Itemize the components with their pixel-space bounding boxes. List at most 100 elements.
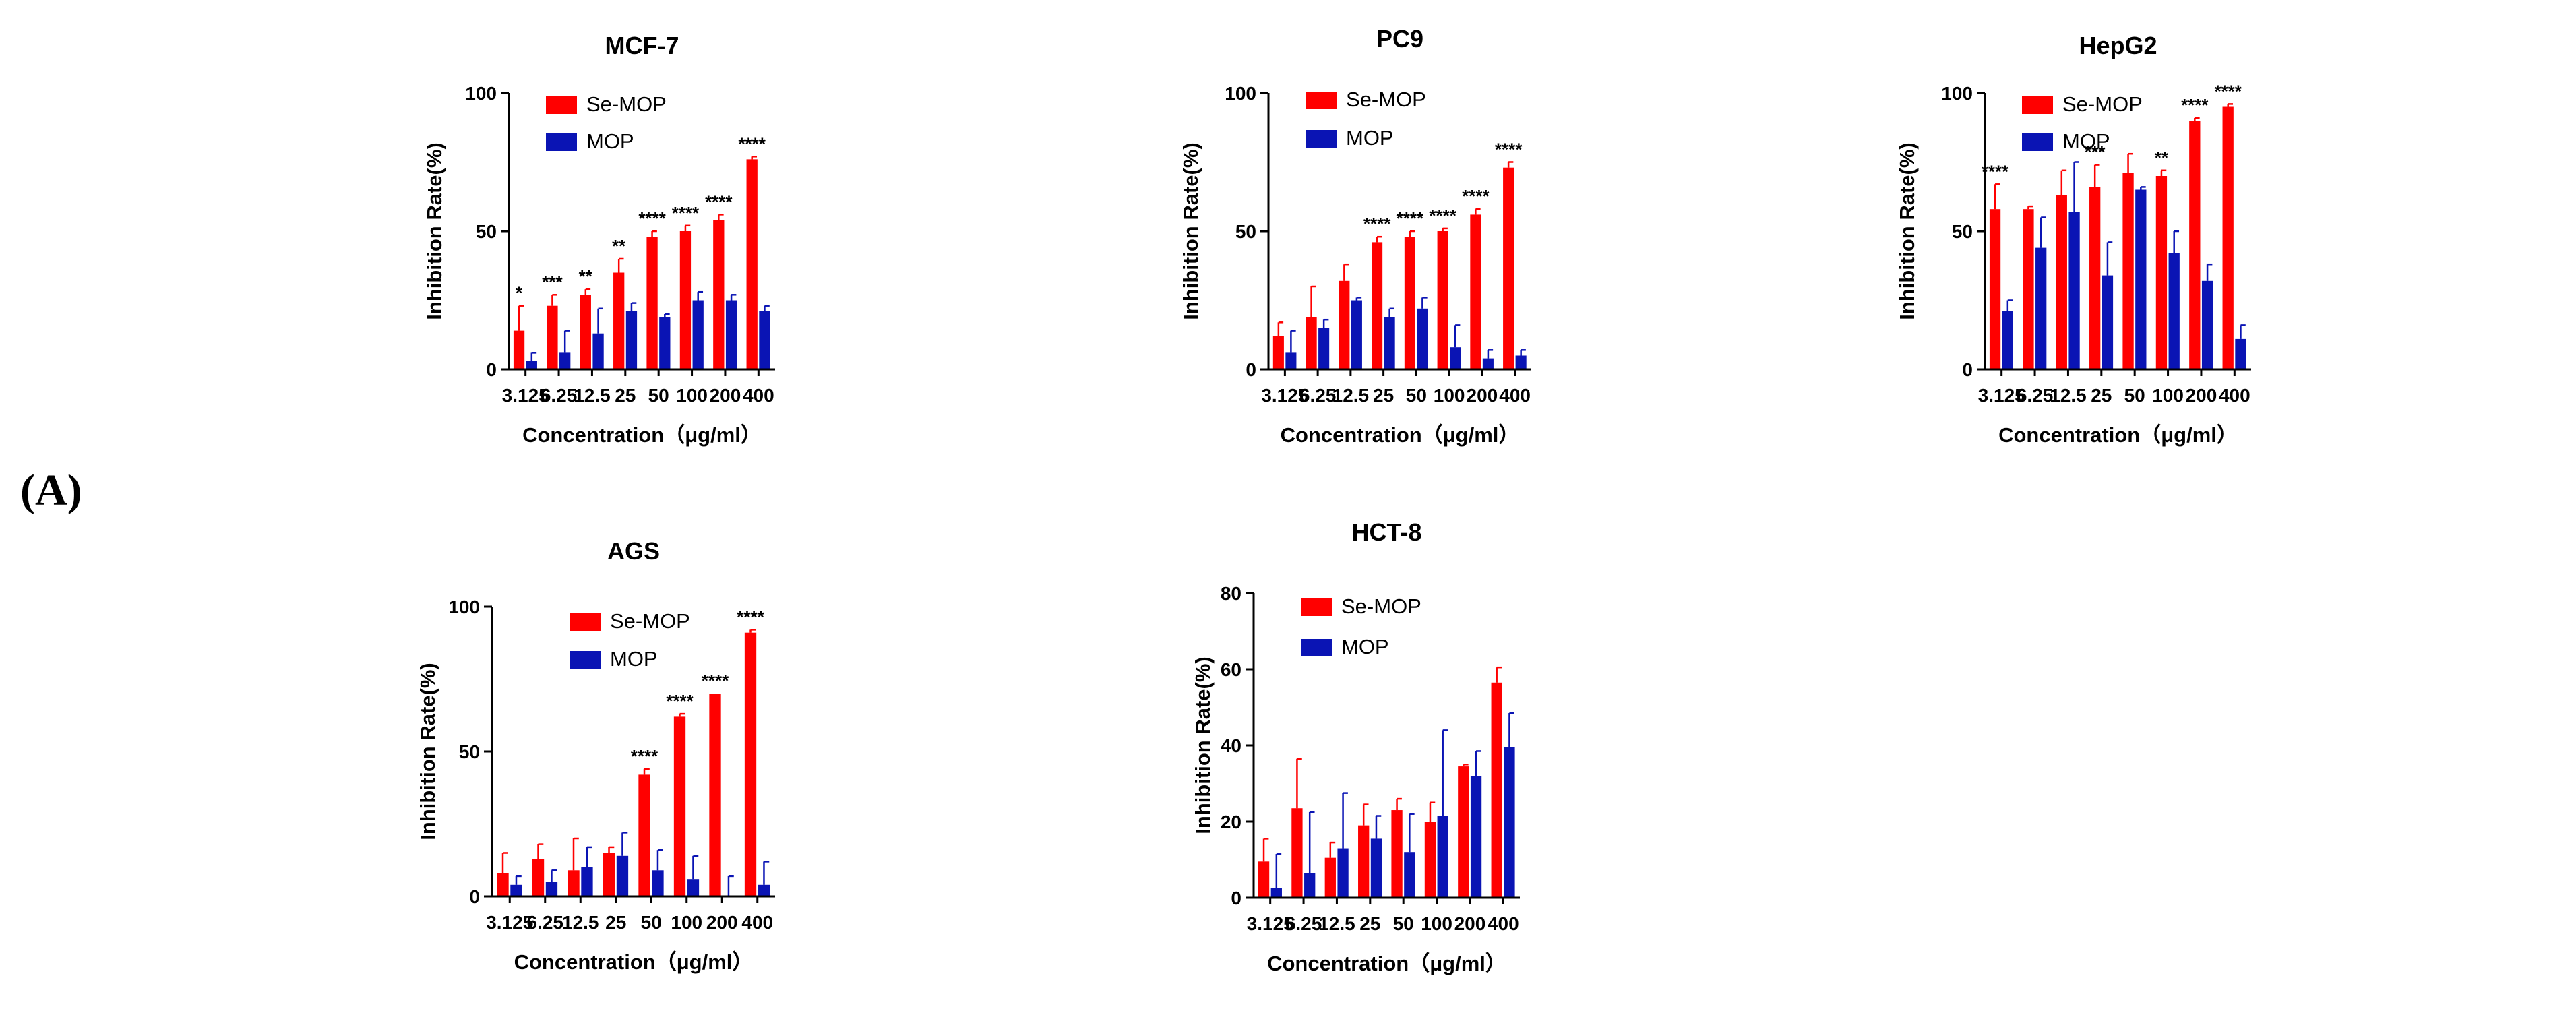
significance-marker: *** — [542, 272, 563, 292]
bar-se-mop — [1989, 209, 2001, 369]
significance-marker: **** — [2214, 81, 2242, 101]
x-tick-label: 100 — [676, 385, 708, 406]
x-tick-label: 50 — [648, 385, 669, 406]
chart-title: HepG2 — [2079, 32, 2157, 59]
x-tick-label: 50 — [1406, 385, 1427, 406]
significance-marker: **** — [672, 203, 700, 223]
significance-marker: **** — [1363, 214, 1391, 234]
legend-label-se-mop: Se-MOP — [1346, 88, 1426, 111]
bar-se-mop — [673, 716, 686, 896]
y-tick-label: 0 — [1246, 359, 1256, 380]
y-axis-title: Inhibition Rate(%) — [1179, 142, 1202, 319]
chart-pc9: PC9 Inhibition Rate(%) Concentration（μg/ml… — [1179, 25, 1531, 447]
bar-se-mop — [1458, 766, 1469, 898]
bar-se-mop — [2222, 106, 2234, 369]
bar-se-mop — [1291, 808, 1303, 898]
x-axis-title: Concentration（μg/ml） — [1267, 952, 1506, 975]
bar-mop — [1351, 300, 1362, 369]
y-tick-label: 20 — [1221, 811, 1241, 832]
bar-se-mop — [713, 220, 725, 369]
legend-label-mop: MOP — [2062, 129, 2110, 153]
bar-se-mop — [532, 859, 545, 896]
bar-se-mop — [1358, 825, 1370, 898]
significance-marker: **** — [737, 607, 764, 627]
bar-mop — [1417, 308, 1428, 369]
x-tick-label: 100 — [2152, 385, 2184, 406]
y-tick-label: 60 — [1221, 659, 1241, 680]
bar-se-mop — [679, 231, 692, 369]
x-tick-label: 6.25 — [1299, 385, 1337, 406]
significance-marker: **** — [1397, 208, 1424, 228]
bar-se-mop — [1372, 242, 1383, 369]
y-tick-label: 0 — [486, 359, 497, 380]
bar-mop — [592, 333, 604, 369]
bar-mop — [1285, 352, 1297, 369]
x-tick-label: 400 — [743, 385, 774, 406]
x-tick-label: 50 — [641, 912, 662, 933]
bar-se-mop — [1306, 317, 1317, 369]
bar-se-mop — [2122, 173, 2134, 369]
bar-mop — [1482, 358, 1494, 369]
bar-mop — [652, 870, 664, 896]
x-tick-label: 12.5 — [574, 385, 611, 406]
bar-mop — [559, 352, 571, 369]
bar-se-mop — [568, 870, 580, 896]
bar-mop — [1318, 328, 1330, 369]
bar-mop — [2068, 212, 2080, 369]
x-axis-title: Concentration（μg/ml） — [1998, 423, 2238, 447]
significance-marker: * — [516, 283, 523, 303]
x-tick-label: 25 — [605, 912, 626, 933]
bar-se-mop — [497, 873, 509, 896]
bar-mop — [1470, 776, 1482, 898]
bar-se-mop — [603, 853, 615, 896]
legend-label-mop: MOP — [610, 647, 658, 671]
x-tick-label: 3.125 — [486, 912, 533, 933]
x-tick-label: 3.125 — [1978, 385, 2025, 406]
bar-mop — [526, 361, 537, 369]
bar-mop — [1450, 347, 1461, 369]
significance-marker: ** — [579, 266, 593, 286]
significance-marker: **** — [1982, 161, 2009, 181]
bar-mop — [1384, 317, 1395, 369]
x-tick-label: 12.5 — [1318, 913, 1355, 934]
bar-se-mop — [1339, 280, 1350, 369]
significance-marker: **** — [666, 691, 694, 711]
bar-se-mop — [2189, 121, 2201, 369]
bar-mop — [1337, 848, 1349, 898]
legend-swatch-mop — [570, 651, 601, 669]
x-tick-label: 400 — [1499, 385, 1531, 406]
y-tick-label: 50 — [476, 221, 497, 242]
bar-se-mop — [1470, 214, 1481, 369]
bar-mop — [545, 882, 558, 896]
y-tick-label: 100 — [448, 596, 480, 617]
bar-se-mop — [746, 159, 758, 369]
bar-mop — [2201, 280, 2213, 369]
x-tick-label: 400 — [1488, 913, 1519, 934]
significance-marker: **** — [705, 191, 733, 212]
bar-mop — [1370, 838, 1382, 898]
bar-mop — [581, 867, 593, 896]
bar-se-mop — [646, 237, 658, 369]
bar-mop — [759, 311, 770, 369]
x-tick-label: 12.5 — [2050, 385, 2087, 406]
y-tick-label: 0 — [1962, 359, 1973, 380]
bar-se-mop — [547, 305, 558, 369]
legend-swatch-se-mop — [2022, 96, 2053, 114]
x-tick-label: 200 — [1454, 913, 1486, 934]
bar-mop — [1404, 852, 1415, 898]
bar-se-mop — [1404, 237, 1415, 369]
bar-mop — [1437, 816, 1448, 898]
y-tick-label: 50 — [1952, 221, 1973, 242]
y-tick-label: 100 — [465, 83, 497, 104]
bar-se-mop — [1272, 336, 1284, 369]
bar-se-mop — [1437, 231, 1448, 369]
y-axis-title: Inhibition Rate(%) — [1191, 656, 1215, 834]
x-tick-label: 50 — [1393, 913, 1414, 934]
legend-swatch-mop — [546, 133, 577, 151]
bar-mop — [2102, 275, 2114, 369]
y-tick-label: 50 — [1235, 221, 1256, 242]
bar-mop — [2002, 311, 2013, 369]
x-tick-label: 400 — [741, 912, 773, 933]
x-axis-title: Concentration（μg/ml） — [514, 950, 754, 974]
panel-label: (A) — [20, 466, 82, 515]
